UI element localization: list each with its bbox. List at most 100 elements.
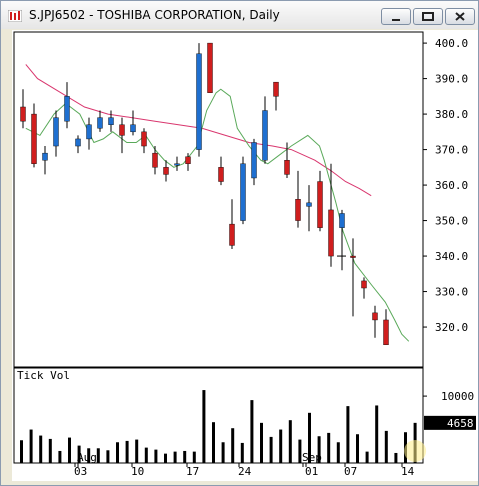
price-y-tick-label: 340.0 xyxy=(435,250,468,263)
window-title: S.JPJ6502 - TOSHIBA CORPORATION, Daily xyxy=(29,8,280,22)
volume-pane: Tick Vol xyxy=(13,367,427,464)
volume-bar xyxy=(116,442,119,463)
candle-body xyxy=(284,160,290,175)
volume-bar xyxy=(269,436,273,463)
candle-body xyxy=(20,106,26,122)
volume-bar xyxy=(173,451,177,463)
volume-y-tick-label: 10000 xyxy=(441,390,474,403)
x-tick-label: 03 xyxy=(74,465,87,478)
ma-slow-line xyxy=(25,64,372,197)
price-y-tick-label: 330.0 xyxy=(435,286,468,299)
candle-body xyxy=(229,223,235,246)
candle-body xyxy=(273,81,279,97)
volume-bar xyxy=(317,436,321,463)
x-tick-label: Aug xyxy=(77,451,97,464)
candle-body xyxy=(306,202,312,207)
candle-body xyxy=(295,199,301,221)
price-y-tick-label: 370.0 xyxy=(435,144,468,157)
volume-bar xyxy=(279,429,283,463)
candle-body xyxy=(42,152,48,161)
volume-bar xyxy=(260,422,263,463)
candle-body xyxy=(350,255,356,258)
candle-body xyxy=(97,117,103,129)
candle-body xyxy=(240,163,246,221)
volume-bar xyxy=(87,448,91,463)
candle-body xyxy=(64,96,70,122)
x-tick-label: 17 xyxy=(186,465,199,478)
volume-bar xyxy=(298,439,302,463)
volume-bar xyxy=(250,400,254,463)
volume-bar xyxy=(96,448,100,463)
candle-body xyxy=(372,312,378,321)
x-tick-label: 14 xyxy=(401,465,415,478)
candle-body xyxy=(53,117,59,147)
close-button[interactable] xyxy=(445,8,475,25)
minimize-button[interactable] xyxy=(381,8,411,25)
candle-body xyxy=(317,181,323,228)
volume-bar xyxy=(212,422,215,463)
candle-body xyxy=(141,131,147,147)
close-icon xyxy=(455,12,465,21)
ma-fast-line xyxy=(25,88,410,342)
volume-bar xyxy=(375,405,379,463)
last-volume-box xyxy=(424,415,476,430)
volume-bar xyxy=(394,452,398,463)
chart-app-icon xyxy=(8,10,22,22)
candle-body xyxy=(328,209,334,257)
price-pane-frame xyxy=(13,31,424,368)
volume-bar xyxy=(29,429,33,463)
price-volume-chart[interactable]: Tick Vol 400.0 390.0 380.0 370.0 360.0 350.0 3… xyxy=(12,30,478,481)
volume-bar xyxy=(183,450,187,463)
candle-body xyxy=(185,156,191,164)
maximize-icon xyxy=(422,12,434,21)
candle-body xyxy=(174,163,180,166)
cursor-highlight-icon xyxy=(404,440,427,462)
x-tick-label: 07 xyxy=(344,465,357,478)
chart-area[interactable]: Tick Vol 400.0 390.0 380.0 370.0 360.0 350.0 3… xyxy=(12,30,478,481)
candle-body xyxy=(75,138,81,147)
volume-bar xyxy=(58,450,62,463)
volume-bar xyxy=(20,440,23,463)
price-y-tick-label: 320.0 xyxy=(435,321,468,334)
volume-bar xyxy=(336,442,340,463)
candle-body xyxy=(218,167,224,182)
volume-bar xyxy=(77,445,81,463)
price-y-tick-label: 380.0 xyxy=(435,108,468,121)
candle-body xyxy=(119,124,125,136)
candle-body xyxy=(383,319,389,346)
candle-body xyxy=(108,117,114,125)
volume-bar xyxy=(221,442,225,463)
volume-bar xyxy=(68,437,71,463)
candle-body xyxy=(207,42,213,93)
volume-bar xyxy=(231,428,235,463)
candle-body xyxy=(152,152,158,168)
candle-body xyxy=(130,124,136,133)
x-tick-label: 24 xyxy=(238,465,252,478)
volume-bar xyxy=(144,447,148,463)
volume-bar xyxy=(192,451,196,463)
candle-body xyxy=(361,280,367,289)
price-y-tick-label: 350.0 xyxy=(435,215,468,228)
price-y-tick-label: 400.0 xyxy=(435,37,468,50)
candle-body xyxy=(31,113,37,164)
x-tick-label: 10 xyxy=(131,465,144,478)
last-volume-label: 4658 xyxy=(447,417,474,430)
candle-body xyxy=(86,124,92,140)
candle-body xyxy=(251,142,257,179)
volume-pane-label: Tick Vol xyxy=(17,369,70,382)
price-y-tick-label: 360.0 xyxy=(435,179,468,192)
axis-pane: 400.0 390.0 380.0 370.0 360.0 350.0 340.0 330.0… xyxy=(14,37,476,478)
minimize-icon xyxy=(392,19,400,21)
price-y-tick-label: 390.0 xyxy=(435,73,468,86)
volume-bar xyxy=(327,432,331,463)
volume-bar xyxy=(202,390,206,463)
volume-bar xyxy=(48,438,52,463)
volume-bar xyxy=(240,442,244,463)
volume-bar xyxy=(125,440,129,463)
volume-bar xyxy=(346,406,350,463)
maximize-button[interactable] xyxy=(413,8,443,25)
title-bar[interactable]: S.JPJ6502 - TOSHIBA CORPORATION, Daily xyxy=(1,1,478,29)
candle-body xyxy=(196,53,202,150)
x-tick-label: 01 xyxy=(305,465,318,478)
